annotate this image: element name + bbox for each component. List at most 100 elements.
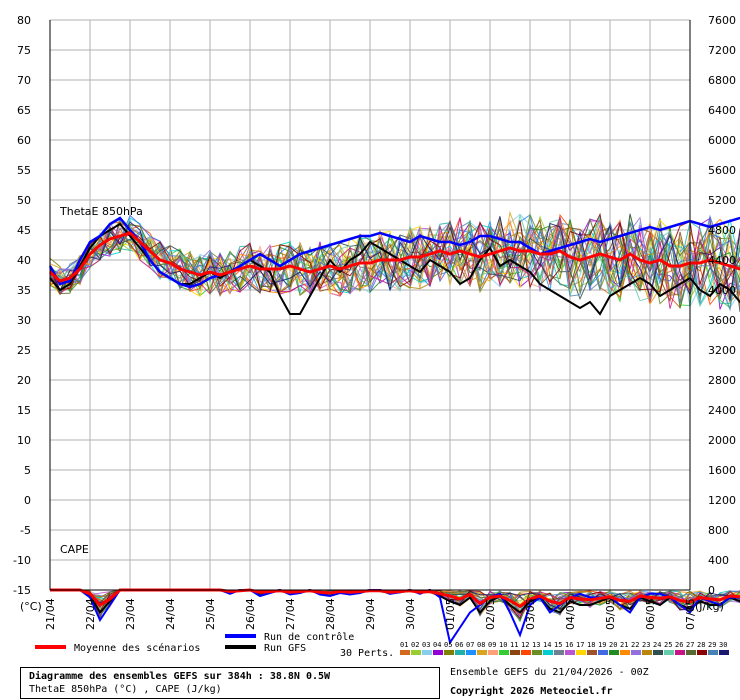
member-number: 21 <box>620 641 628 649</box>
left-tick-label: -15 <box>13 584 31 597</box>
left-tick-label: 45 <box>17 224 31 237</box>
left-tick-label: -5 <box>20 524 31 537</box>
member-swatch <box>422 650 432 655</box>
right-tick-label: 4400 <box>708 254 736 267</box>
left-tick-label: 0 <box>24 494 31 507</box>
left-tick-label: 30 <box>17 314 31 327</box>
member-swatch <box>444 650 454 655</box>
member-swatch <box>576 650 586 655</box>
tick-labels: -15 0 -10 400 -5 800 0 1200 5 1600 10 2000 15 2400 20 2… <box>13 14 736 630</box>
footer-title: Diagramme des ensembles GEFS sur 384h : … <box>29 671 331 682</box>
member-number: 01 <box>400 641 408 649</box>
footer-title-box: Diagramme des ensembles GEFS sur 384h : … <box>20 667 440 699</box>
member-swatch <box>455 650 465 655</box>
right-tick-label: 3200 <box>708 344 736 357</box>
right-tick-label: 4000 <box>708 284 736 297</box>
member-swatch <box>510 650 520 655</box>
member-thetae-line <box>49 212 740 296</box>
right-tick-label: 7600 <box>708 14 736 27</box>
member-swatch <box>488 650 498 655</box>
left-tick-label: -10 <box>13 554 31 567</box>
x-tick-label: 27/04 <box>284 598 297 630</box>
member-number: 20 <box>609 641 617 649</box>
member-thetae-line <box>49 216 740 301</box>
left-tick-label: 70 <box>17 74 31 87</box>
member-number: 05 <box>444 641 452 649</box>
right-unit-label: (J/kg) <box>695 600 724 613</box>
right-tick-label: 2800 <box>708 374 736 387</box>
member-number: 10 <box>499 641 507 649</box>
x-tick-label: 23/04 <box>124 598 137 630</box>
legend-perts-label: 30 Perts. <box>340 648 394 659</box>
member-number: 17 <box>576 641 584 649</box>
member-swatch <box>477 650 487 655</box>
member-swatch <box>521 650 531 655</box>
member-swatch <box>554 650 564 655</box>
x-tick-label: 07/05 <box>684 598 697 630</box>
legend-control-label: Run de contrôle <box>264 631 354 643</box>
x-tick-label: 06/05 <box>644 598 657 630</box>
member-number: 15 <box>554 641 562 649</box>
member-number: 08 <box>477 641 485 649</box>
mean-thetae-line <box>48 231 740 283</box>
control-thetae-line <box>48 216 740 289</box>
cape-panel-label: CAPE <box>60 543 89 556</box>
right-tick-label: 3600 <box>708 314 736 327</box>
member-thetae-line <box>49 213 740 313</box>
member-swatch <box>631 650 641 655</box>
member-swatch <box>411 650 421 655</box>
member-swatch <box>565 650 575 655</box>
member-number: 04 <box>433 641 441 649</box>
right-tick-label: 1600 <box>708 464 736 477</box>
thetae-panel-label: ThetaE 850hPa <box>59 205 143 218</box>
left-tick-label: 65 <box>17 104 31 117</box>
x-tick-label: 02/05 <box>484 598 497 630</box>
legend-mean-label: Moyenne des scénarios <box>74 642 200 654</box>
member-swatch <box>400 650 410 655</box>
member-swatch <box>719 650 729 655</box>
member-swatch <box>532 650 542 655</box>
member-swatch <box>433 650 443 655</box>
member-number: 25 <box>664 641 672 649</box>
member-number: 24 <box>653 641 661 649</box>
member-swatch <box>620 650 630 655</box>
member-swatch <box>587 650 597 655</box>
footer-subtitle: ThetaE 850hPa (°C) , CAPE (J/kg) <box>29 684 222 695</box>
left-tick-label: 50 <box>17 194 31 207</box>
member-number: 16 <box>565 641 573 649</box>
right-tick-label: 6000 <box>708 134 736 147</box>
right-tick-label: 2400 <box>708 404 736 417</box>
member-number: 29 <box>708 641 716 649</box>
left-tick-label: 25 <box>17 344 31 357</box>
x-tick-label: 03/05 <box>524 598 537 630</box>
member-swatch <box>686 650 696 655</box>
member-number: 27 <box>686 641 694 649</box>
left-tick-label: 80 <box>17 14 31 27</box>
member-swatch <box>708 650 718 655</box>
right-tick-label: 0 <box>708 584 715 597</box>
x-tick-label: 25/04 <box>204 598 217 630</box>
right-tick-label: 400 <box>708 554 729 567</box>
member-number: 28 <box>697 641 705 649</box>
x-tick-label: 21/04 <box>44 598 57 630</box>
member-number: 14 <box>543 641 551 649</box>
x-tick-label: 01/05 <box>444 598 457 630</box>
member-number: 09 <box>488 641 496 649</box>
left-tick-label: 75 <box>17 44 31 57</box>
member-number: 19 <box>598 641 606 649</box>
grid <box>49 19 691 591</box>
member-number: 30 <box>719 641 727 649</box>
left-tick-label: 10 <box>17 434 31 447</box>
left-tick-label: 60 <box>17 134 31 147</box>
member-swatch <box>653 650 663 655</box>
right-tick-label: 800 <box>708 524 729 537</box>
member-swatch <box>499 650 509 655</box>
member-number: 06 <box>455 641 463 649</box>
member-thetae-line <box>49 216 740 309</box>
x-tick-label: 28/04 <box>324 598 337 630</box>
member-legend: 01 02 03 04 05 06 07 08 09 10 11 12 13 14 15 16 17 18 19 20… <box>400 641 729 655</box>
legend: Moyenne des scénarios Run de contrôle Ru… <box>35 631 729 659</box>
member-number: 03 <box>422 641 430 649</box>
right-tick-label: 6400 <box>708 104 736 117</box>
